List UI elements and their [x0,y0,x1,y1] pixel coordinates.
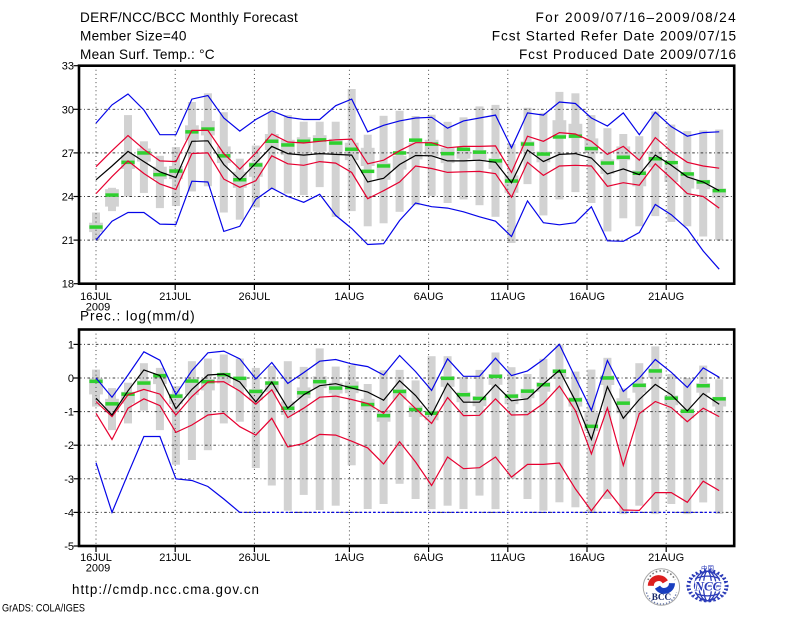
svg-text:16JUL: 16JUL [80,552,112,564]
svg-text:2009: 2009 [86,563,110,575]
svg-text:24: 24 [62,192,74,204]
svg-text:GrADS: COLA/IGES: GrADS: COLA/IGES [2,603,85,615]
svg-text:Member Size=40: Member Size=40 [80,29,187,44]
svg-text:27: 27 [62,148,74,160]
svg-text:6AUG: 6AUG [414,552,444,564]
svg-text:-3: -3 [64,474,74,486]
svg-text:16JUL: 16JUL [80,291,112,303]
svg-text:11AUG: 11AUG [490,552,525,564]
svg-text:Fcst Started Refer Date 2009/0: Fcst Started Refer Date 2009/07/15 [492,29,737,44]
svg-text:26JUL: 26JUL [239,552,271,564]
svg-text:21JUL: 21JUL [159,552,191,564]
svg-text:NCC: NCC [694,579,722,594]
svg-text:-1: -1 [64,407,74,419]
svg-text:1AUG: 1AUG [334,552,364,564]
svg-text:1: 1 [68,339,74,351]
svg-text:DERF/NCC/BCC Monthly Forecast: DERF/NCC/BCC Monthly Forecast [80,10,298,25]
svg-text:Mean Surf. Temp.: °C: Mean Surf. Temp.: °C [80,47,215,62]
svg-text:30: 30 [62,104,74,116]
svg-text:26JUL: 26JUL [239,291,271,303]
svg-text:16AUG: 16AUG [569,552,605,564]
svg-text:0: 0 [68,373,74,385]
svg-text:16AUG: 16AUG [569,291,605,303]
svg-text:-2: -2 [64,440,74,452]
svg-text:-4: -4 [64,507,74,519]
svg-text:18: 18 [62,279,74,291]
svg-text:1AUG: 1AUG [334,291,364,303]
svg-text:21AUG: 21AUG [648,552,684,564]
svg-text:-5: -5 [64,541,74,553]
svg-text:2009: 2009 [86,302,110,314]
svg-text:http://cmdp.ncc.cma.gov.cn: http://cmdp.ncc.cma.gov.cn [72,582,260,597]
svg-text:21: 21 [62,235,74,247]
svg-text:11AUG: 11AUG [490,291,525,303]
svg-text:For 2009/07/16–2009/08/24: For 2009/07/16–2009/08/24 [535,10,737,25]
svg-text:中国: 中国 [701,564,714,573]
svg-text:BCC: BCC [652,592,671,602]
svg-text:21JUL: 21JUL [159,291,191,303]
svg-text:Fcst Produced Date 2009/07/16: Fcst Produced Date 2009/07/16 [519,47,737,62]
svg-text:6AUG: 6AUG [414,291,444,303]
svg-text:21AUG: 21AUG [648,291,684,303]
svg-text:Prec.: log(mm/d): Prec.: log(mm/d) [80,309,196,324]
svg-text:33: 33 [62,61,74,73]
